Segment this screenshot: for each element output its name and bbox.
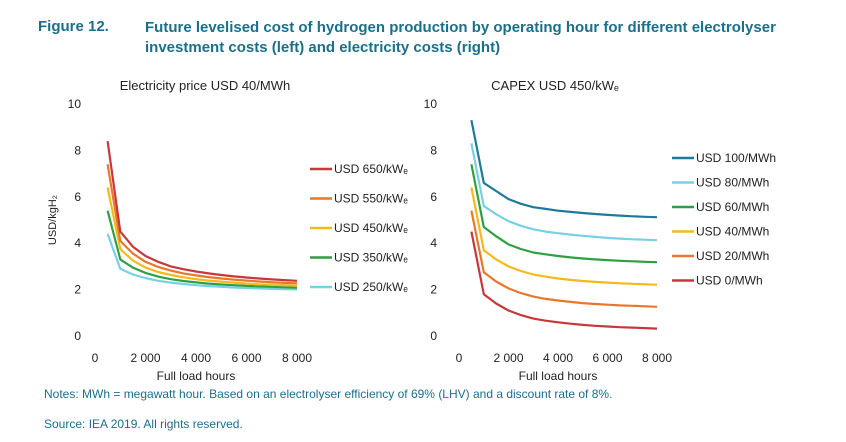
y-tick-label: 2 xyxy=(74,283,81,297)
figure-label: Figure 12. xyxy=(38,18,109,35)
series-line xyxy=(106,164,298,285)
legend-label: USD 60/MWh xyxy=(696,200,769,214)
x-tick-label: 4 000 xyxy=(181,351,211,365)
legend-label: USD 20/MWh xyxy=(696,249,769,263)
legend-label: USD 100/MWh xyxy=(696,151,776,165)
series-line xyxy=(470,187,658,286)
x-tick-label: 8 000 xyxy=(642,351,672,365)
legend-label: USD 80/MWh xyxy=(696,176,769,190)
series-line xyxy=(106,210,298,289)
legend-label: USD 550/kWₑ xyxy=(334,192,408,206)
x-tick-label: 8 000 xyxy=(282,351,312,365)
y-tick-label: 6 xyxy=(430,190,437,204)
y-tick-label: 6 xyxy=(74,190,81,204)
series-line xyxy=(470,143,658,242)
x-axis-label: Full load hours xyxy=(157,369,236,383)
series-line xyxy=(106,187,298,287)
y-tick-label: 4 xyxy=(74,236,81,250)
y-tick-label: 4 xyxy=(430,236,437,250)
x-tick-label: 0 xyxy=(456,351,463,365)
y-tick-label: 0 xyxy=(74,329,81,343)
series-line xyxy=(470,231,658,330)
y-tick-label: 10 xyxy=(424,97,438,111)
source-text: Source: IEA 2019. All rights reserved. xyxy=(44,417,243,431)
x-tick-label: 2 000 xyxy=(493,351,523,365)
x-tick-label: 6 000 xyxy=(592,351,622,365)
legend-label: USD 0/MWh xyxy=(696,274,763,288)
chart-title: CAPEX USD 450/kWₑ xyxy=(491,78,619,93)
y-tick-label: 0 xyxy=(430,329,437,343)
legend-label: USD 450/kWₑ xyxy=(334,221,408,235)
y-tick-label: 8 xyxy=(74,143,81,157)
series-line xyxy=(470,164,658,264)
x-tick-label: 6 000 xyxy=(231,351,261,365)
series-line xyxy=(106,140,298,282)
series-line xyxy=(470,119,658,219)
legend-label: USD 40/MWh xyxy=(696,225,769,239)
y-tick-label: 10 xyxy=(68,97,82,111)
x-tick-label: 0 xyxy=(92,351,99,365)
series-line xyxy=(470,210,658,308)
notes-text: Notes: MWh = megawatt hour. Based on an … xyxy=(44,387,613,401)
x-tick-label: 4 000 xyxy=(543,351,573,365)
legend-label: USD 650/kWₑ xyxy=(334,162,408,176)
figure-title: Future levelised cost of hydrogen produc… xyxy=(145,19,776,56)
y-axis-label: USD/kgH₂ xyxy=(47,195,59,245)
legend-label: USD 350/kWₑ xyxy=(334,251,408,265)
x-tick-label: 2 000 xyxy=(130,351,160,365)
y-tick-label: 8 xyxy=(430,143,437,157)
y-tick-label: 2 xyxy=(430,283,437,297)
series-line xyxy=(106,233,298,291)
x-axis-label: Full load hours xyxy=(519,369,598,383)
chart-title: Electricity price USD 40/MWh xyxy=(120,78,290,93)
legend-label: USD 250/kWₑ xyxy=(334,280,408,294)
